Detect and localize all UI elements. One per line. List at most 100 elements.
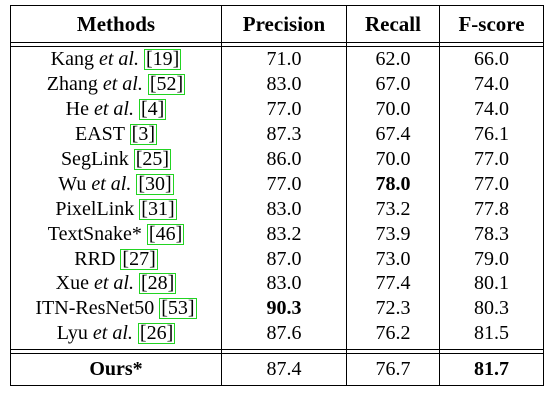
header-methods: Methods <box>11 6 222 43</box>
fscore-cell: 74.0 <box>440 71 544 97</box>
fscore-cell: 66.0 <box>440 47 544 72</box>
citation-number: 27 <box>129 247 150 270</box>
citation-link[interactable]: [30] <box>136 172 174 195</box>
citation-number: 25 <box>142 148 163 170</box>
method-cell: Lyu et al. [26] <box>11 320 222 346</box>
ours-fscore-cell: 81.7 <box>440 353 544 386</box>
table-body: Kang et al. [19] 71.0 62.0 66.0 Zhang et al.… <box>11 43 544 386</box>
citation-link[interactable]: [27] <box>120 247 158 270</box>
citation-link[interactable]: [4] <box>138 98 167 121</box>
recall-cell: 62.0 <box>347 47 440 72</box>
method-name: SegLink <box>60 148 129 170</box>
table-row: PixelLink [31] 83.0 73.2 77.8 <box>11 196 544 222</box>
table-row: Xue et al. [28] 83.0 77.4 80.1 <box>11 271 544 296</box>
method-cell: Xue et al. [28] <box>11 271 222 296</box>
precision-cell: 83.0 <box>222 71 347 97</box>
citation-link[interactable]: [31] <box>139 197 177 220</box>
precision-cell: 77.0 <box>222 96 347 122</box>
precision-cell: 90.3 <box>222 295 347 321</box>
precision-cell: 87.6 <box>222 320 347 346</box>
table-row: Zhang et al. [52] 83.0 67.0 74.0 <box>11 71 544 97</box>
method-cell: SegLink [25] <box>11 146 222 172</box>
method-etal: et al. <box>93 98 134 121</box>
results-table: Methods Precision Recall F-score Kang et… <box>10 5 544 386</box>
header-precision: Precision <box>222 6 347 43</box>
recall-cell: 73.9 <box>347 221 440 247</box>
method-cell: He et al. [4] <box>11 96 222 122</box>
method-cell: TextSnake* [46] <box>11 221 222 247</box>
citation-number: 4 <box>147 98 158 121</box>
method-cell: Kang et al. [19] <box>11 47 222 72</box>
table-row: Wu et al. [30] 77.0 78.0 77.0 <box>11 171 544 197</box>
citation-link[interactable]: [28] <box>138 272 177 295</box>
ours-recall-cell: 76.7 <box>347 353 440 386</box>
table-row: EAST [3] 87.3 67.4 76.1 <box>11 121 544 147</box>
citation-link[interactable]: [3] <box>129 123 157 146</box>
fscore-cell: 77.0 <box>440 146 544 172</box>
citation-number: 3 <box>138 123 149 146</box>
fscore-cell: 81.5 <box>440 320 544 346</box>
method-cell: EAST [3] <box>11 121 222 147</box>
recall-cell: 77.4 <box>347 271 440 296</box>
fscore-cell: 78.3 <box>440 221 544 247</box>
header-row: Methods Precision Recall F-score <box>11 6 544 43</box>
table-row: Kang et al. [19] 71.0 62.0 66.0 <box>11 47 544 72</box>
recall-cell: 70.0 <box>347 96 440 122</box>
method-name: Zhang <box>46 73 98 96</box>
method-name: RRD <box>74 247 116 270</box>
precision-cell: 87.0 <box>222 246 347 272</box>
citation-link[interactable]: [19] <box>143 48 182 71</box>
table-row: He et al. [4] 77.0 70.0 74.0 <box>11 96 544 122</box>
method-name: PixelLink <box>55 197 135 220</box>
fscore-cell: 79.0 <box>440 246 544 272</box>
citation-number: 26 <box>146 322 167 345</box>
method-cell: Zhang et al. [52] <box>11 71 222 97</box>
citation-number: 28 <box>147 272 168 295</box>
precision-cell: 83.0 <box>222 196 347 222</box>
citation-number: 53 <box>167 297 188 320</box>
ours-separator <box>11 345 544 350</box>
method-etal: et al. <box>93 272 134 295</box>
method-name: He <box>65 98 89 121</box>
fscore-cell: 74.0 <box>440 96 544 122</box>
precision-cell: 83.0 <box>222 271 347 296</box>
citation-link[interactable]: [25] <box>133 148 172 170</box>
table-row: Lyu et al. [26] 87.6 76.2 81.5 <box>11 320 544 346</box>
recall-cell: 67.0 <box>347 71 440 97</box>
recall-cell: 73.0 <box>347 246 440 272</box>
citation-link[interactable]: [26] <box>137 322 176 345</box>
method-etal: et al. <box>92 322 133 345</box>
method-name: Xue <box>55 272 89 295</box>
method-name: TextSnake* <box>47 222 142 245</box>
header-recall: Recall <box>347 6 440 43</box>
fscore-cell: 80.3 <box>440 295 544 321</box>
method-cell: PixelLink [31] <box>11 196 222 222</box>
header-fscore: F-score <box>440 6 544 43</box>
precision-cell: 86.0 <box>222 146 347 172</box>
table-row: ITN-ResNet50 [53] 90.3 72.3 80.3 <box>11 295 544 321</box>
method-etal: et al. <box>91 172 132 195</box>
citation-link[interactable]: [46] <box>146 222 185 245</box>
header-gap <box>11 43 544 47</box>
table-row: SegLink [25] 86.0 70.0 77.0 <box>11 146 544 172</box>
recall-cell: 70.0 <box>347 146 440 172</box>
citation-number: 46 <box>155 222 176 245</box>
method-cell: RRD [27] <box>11 246 222 272</box>
precision-cell: 71.0 <box>222 47 347 72</box>
fscore-cell: 80.1 <box>440 271 544 296</box>
citation-link[interactable]: [53] <box>159 297 197 320</box>
method-name: ITN-ResNet50 <box>35 297 155 320</box>
method-name: Kang <box>50 48 94 71</box>
fscore-cell: 77.0 <box>440 171 544 197</box>
recall-cell: 76.2 <box>347 320 440 346</box>
citation-number: 19 <box>152 48 173 71</box>
table-row: RRD [27] 87.0 73.0 79.0 <box>11 246 544 272</box>
citation-number: 30 <box>145 172 166 195</box>
recall-cell: 67.4 <box>347 121 440 147</box>
recall-cell: 73.2 <box>347 196 440 222</box>
fscore-cell: 77.8 <box>440 196 544 222</box>
table-row: TextSnake* [46] 83.2 73.9 78.3 <box>11 221 544 247</box>
citation-link[interactable]: [52] <box>147 73 186 96</box>
fscore-cell: 76.1 <box>440 121 544 147</box>
citation-number: 52 <box>156 73 177 96</box>
